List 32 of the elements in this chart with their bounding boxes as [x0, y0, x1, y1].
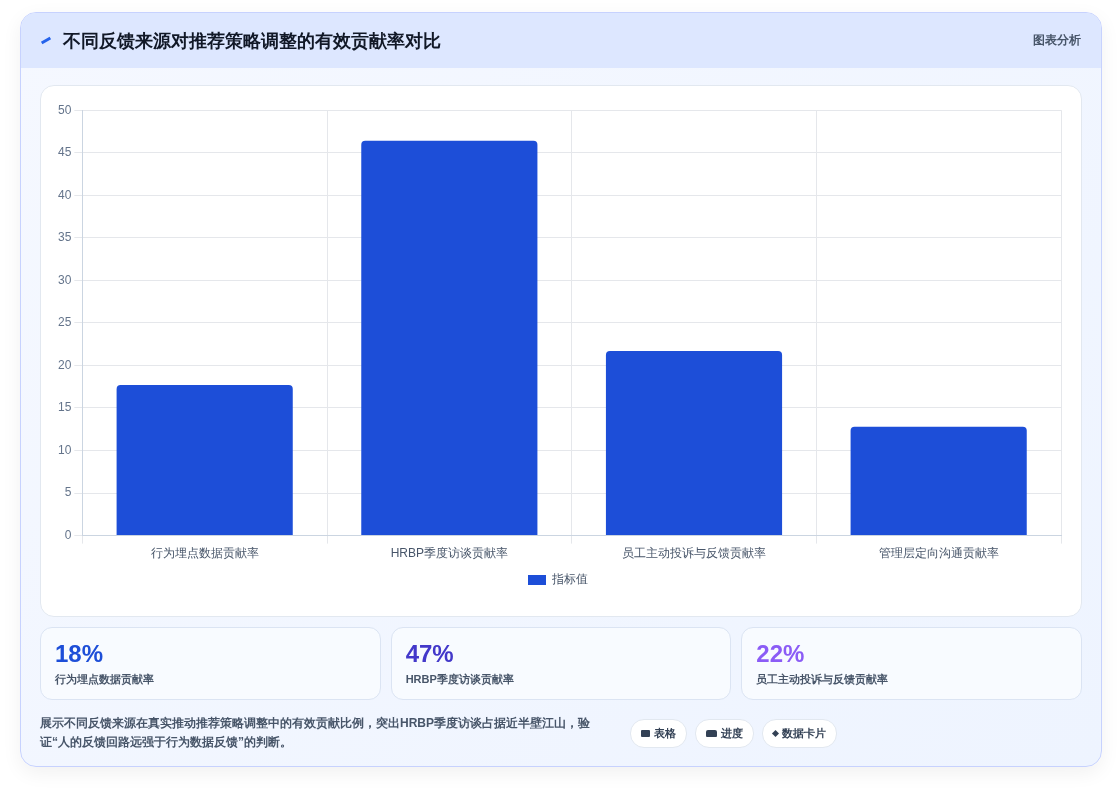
text: 展示不同反馈来源在真实推动推荐策略调整中的有效贡献比例，突出HRBP季度访谈占据近半壁江山，验证“人的反馈回路远强于行为数据反馈”的判断。 — [40, 715, 591, 751]
text: 47% — [405, 640, 455, 668]
text: 员工主动投诉与反馈贡献率 — [756, 672, 890, 687]
bar — [116, 385, 293, 536]
legend-label: 指标值 — [551, 572, 588, 587]
y-tick-label: 20 — [57, 357, 72, 372]
y-tick-label: 40 — [57, 187, 72, 202]
y-tick-label: 15 — [57, 400, 72, 415]
text: 表格 — [630, 718, 687, 748]
y-tick-label: 35 — [57, 230, 72, 245]
text: 18% — [55, 640, 105, 668]
chart-title: 不同反馈来源对推荐策略调整的有效贡献率对比 — [63, 29, 442, 53]
text: 图表分析 — [1033, 32, 1081, 49]
text: 进度 — [695, 718, 754, 748]
text: 行为埋点数据贡献率 — [55, 672, 155, 687]
y-tick-label: 5 — [64, 485, 72, 500]
y-tick-label: 50 — [57, 102, 72, 117]
y-tick-label: 0 — [64, 527, 72, 542]
x-tick-label: 行为埋点数据贡献率 — [150, 546, 259, 561]
bar — [605, 350, 783, 536]
y-tick-label: 45 — [57, 145, 72, 160]
bar — [850, 426, 1027, 536]
x-tick-label: 员工主动投诉与反馈贡献率 — [622, 546, 767, 561]
x-tick-label: HRBP季度访谈贡献率 — [390, 546, 509, 561]
y-tick-label: 30 — [57, 272, 72, 287]
text: 22% — [756, 640, 806, 668]
bar — [361, 140, 538, 536]
text: 数据卡片 — [762, 718, 837, 748]
x-tick-label: 管理层定向沟通贡献率 — [878, 546, 999, 561]
y-tick-label: 10 — [57, 442, 72, 457]
y-tick-label: 25 — [57, 315, 72, 330]
text: HRBP季度访谈贡献率 — [405, 672, 515, 687]
